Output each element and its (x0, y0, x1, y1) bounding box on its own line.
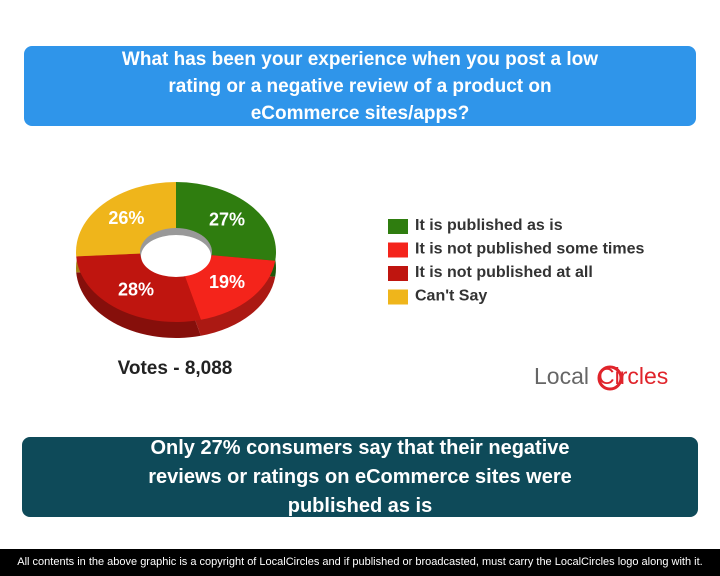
value-label: 26% (108, 208, 144, 228)
donut-hole (141, 235, 211, 277)
legend-swatch (388, 266, 408, 281)
legend-label: It is published as is (415, 217, 563, 234)
legend-swatch (388, 219, 408, 234)
value-label: 27% (209, 209, 245, 229)
logo-circles: Circles (598, 363, 668, 389)
legend-swatch (388, 242, 408, 258)
footer: All contents in the above graphic is a c… (0, 549, 720, 576)
conclusion: Only 27% consumers say that their negati… (22, 437, 698, 517)
legend-swatch (388, 289, 408, 305)
value-label: 28% (118, 279, 154, 299)
chart: Votes - 8,088 Local Circles 27% 19% 28% 26%… (76, 182, 668, 391)
legend-label: Can't Say (415, 288, 487, 305)
question-title: What has been your experience when you p… (24, 46, 696, 126)
legend-label: It is not published some times (415, 241, 644, 258)
logo-local: Local (534, 363, 589, 389)
value-label: 19% (209, 272, 245, 292)
logo-icon (597, 365, 623, 391)
votes: Votes - 8,088 (118, 358, 233, 379)
legend-label: It is not published at all (415, 264, 593, 281)
